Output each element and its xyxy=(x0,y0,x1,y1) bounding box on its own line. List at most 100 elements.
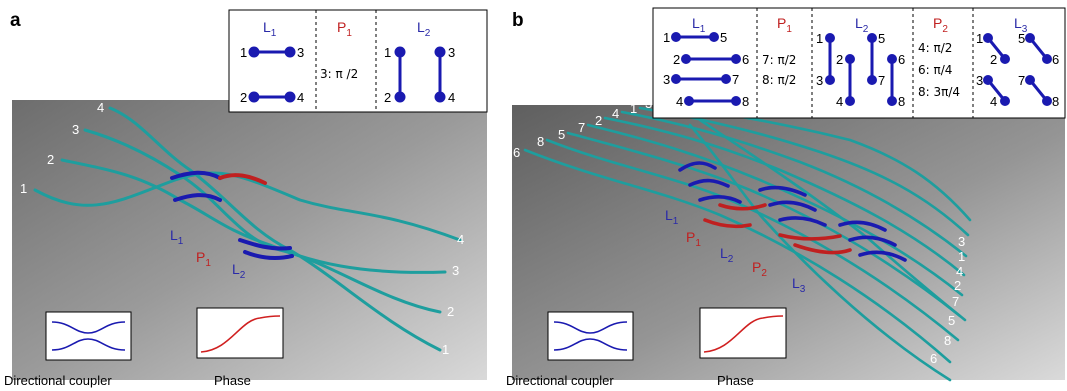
input-label: 5 xyxy=(558,127,565,142)
panel-a: a 1 2 3 4 4 3 2 1 L1 P1 L2 xyxy=(4,9,488,388)
output-label: 4 xyxy=(457,232,464,247)
node-label: 1 xyxy=(976,31,983,46)
node-label: 3 xyxy=(816,73,823,88)
phase-p2 xyxy=(778,233,842,241)
node-label: 3 xyxy=(976,73,983,88)
node-label: 7 xyxy=(878,73,885,88)
phase-value: 6: π/4 xyxy=(918,63,952,77)
phase-legend-icon xyxy=(699,307,787,359)
phase-value: 4: π/2 xyxy=(918,41,952,55)
output-label: 3 xyxy=(958,234,965,249)
node-label: 7 xyxy=(732,72,739,87)
waveguides-b xyxy=(523,102,972,382)
chip-a xyxy=(12,100,487,380)
node-label: 5 xyxy=(878,31,885,46)
node-label: 1 xyxy=(816,31,823,46)
phase-value: 3: π /2 xyxy=(320,67,358,81)
waveguide-3 xyxy=(83,128,442,314)
coupler-l1 xyxy=(170,170,222,180)
node-label: 2 xyxy=(990,52,997,67)
output-label: 2 xyxy=(954,278,961,293)
node-label: 6 xyxy=(742,52,749,67)
output-label: 1 xyxy=(442,342,449,357)
table-header-l3: L3 xyxy=(1014,15,1028,35)
node-label: 4 xyxy=(676,94,683,109)
chip-label-l2: L2 xyxy=(720,245,734,265)
output-label: 8 xyxy=(944,333,951,348)
coupler-legend-label: Directional coupler xyxy=(4,373,112,388)
phase-legend-label: Phase xyxy=(717,373,754,388)
output-label: 1 xyxy=(958,249,965,264)
coupler-legend-label: Directional coupler xyxy=(506,373,614,388)
panel-b-letter: b xyxy=(512,10,524,31)
node-label: 8 xyxy=(898,94,905,109)
config-table-a: L1 P1 L2 1 3 2 4 3: π /2 1 3 2 4 xyxy=(228,9,488,113)
chip-label-p1: P1 xyxy=(686,229,701,249)
node-label: 4 xyxy=(448,90,455,105)
output-label: 3 xyxy=(452,263,459,278)
table-header-p1: P1 xyxy=(337,19,352,39)
table-header-l2: L2 xyxy=(417,19,431,39)
coupler-l2 xyxy=(768,200,817,212)
node-label: 2 xyxy=(384,90,391,105)
coupler-l2 xyxy=(778,216,827,227)
output-label: 4 xyxy=(956,264,963,279)
phase-value: 7: π/2 xyxy=(762,53,796,67)
input-label: 2 xyxy=(595,113,602,128)
node-label: 5 xyxy=(1018,31,1025,46)
node-label: 2 xyxy=(836,52,843,67)
phase-p1 xyxy=(703,218,752,229)
panel-a-letter: a xyxy=(10,10,21,31)
phase-p2 xyxy=(793,243,852,255)
chip-label-p2: P2 xyxy=(752,259,767,279)
coupler-l1 xyxy=(678,161,717,172)
coupler-l2-b xyxy=(243,250,294,261)
coupler-l3 xyxy=(858,250,907,262)
node-label: 3 xyxy=(448,45,455,60)
coupler-l1 xyxy=(698,195,742,204)
node-label: 3 xyxy=(297,45,304,60)
node-label: 3 xyxy=(663,72,670,87)
node-label: 6 xyxy=(1052,52,1059,67)
output-label: 2 xyxy=(447,304,454,319)
input-label: 4 xyxy=(97,100,104,115)
table-header-p1: P1 xyxy=(777,15,792,35)
coupler-legend-icon xyxy=(45,311,132,361)
chip-label-l1: L1 xyxy=(665,207,679,227)
coupler-l1-b xyxy=(173,193,222,202)
node-label: 1 xyxy=(663,30,670,45)
output-label: 7 xyxy=(952,294,959,309)
output-label: 5 xyxy=(948,313,955,328)
node-label: 1 xyxy=(384,45,391,60)
output-label: 6 xyxy=(930,351,937,366)
input-label: 4 xyxy=(612,106,619,121)
node-label: 6 xyxy=(898,52,905,67)
node-label: 4 xyxy=(297,90,304,105)
node-label: 4 xyxy=(836,94,843,109)
phase-p1 xyxy=(218,173,267,185)
phase-value: 8: π/2 xyxy=(762,73,796,87)
node-label: 4 xyxy=(990,94,997,109)
config-table-b: L1 P1 L2 P2 L3 1 5 2 6 3 7 4 8 7: π/2 8:… xyxy=(652,7,1066,119)
node-label: 8 xyxy=(1052,94,1059,109)
waveguide-2 xyxy=(60,158,447,274)
chip-label-p1: P1 xyxy=(196,249,211,269)
waveguide-4 xyxy=(108,106,442,352)
input-label: 1 xyxy=(630,101,637,116)
node-label: 1 xyxy=(240,45,247,60)
node-label: 7 xyxy=(1018,73,1025,88)
node-label: 2 xyxy=(673,52,680,67)
coupler-l2 xyxy=(758,185,807,197)
input-label: 6 xyxy=(513,145,520,160)
phase-p1 xyxy=(718,203,767,211)
node-label: 5 xyxy=(720,30,727,45)
node-label: 2 xyxy=(240,90,247,105)
input-label: 7 xyxy=(578,120,585,135)
table-header-l2: L2 xyxy=(855,15,869,35)
table-header-p2: P2 xyxy=(933,15,948,35)
input-label: 2 xyxy=(47,152,54,167)
table-header-l1: L1 xyxy=(263,19,277,39)
table-header-l1: L1 xyxy=(692,15,706,35)
coupler-l3 xyxy=(848,235,897,247)
